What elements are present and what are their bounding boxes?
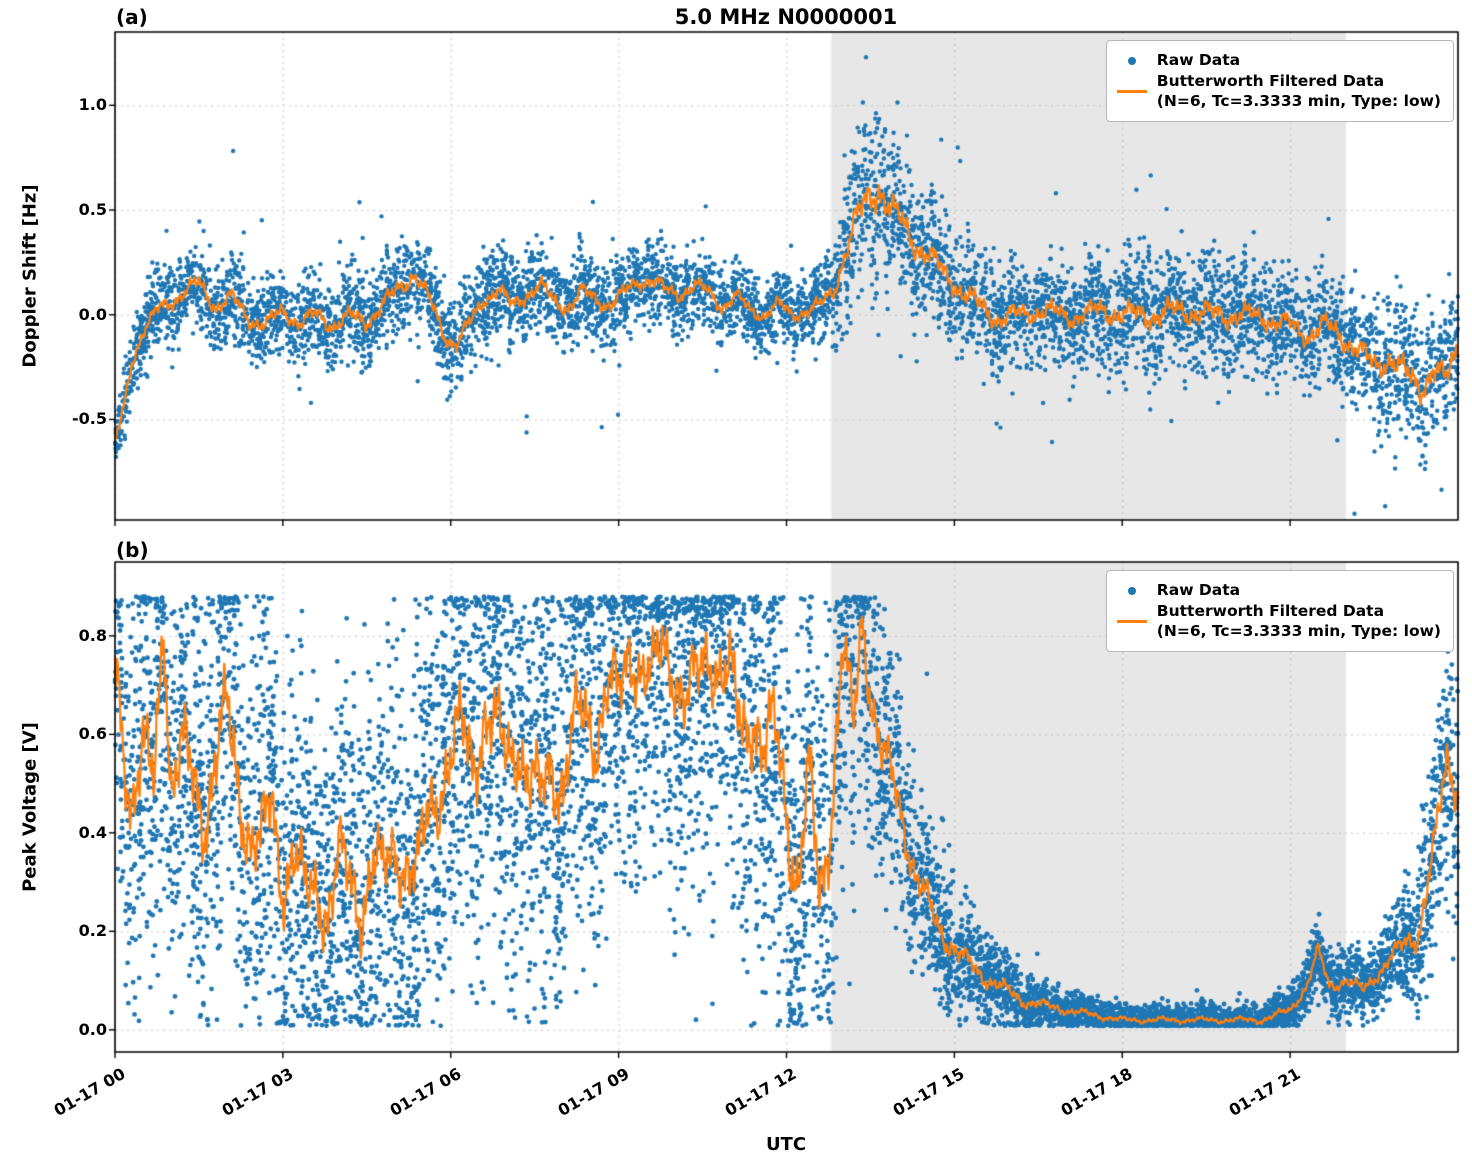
y-tick-label: -0.5 [72,409,107,429]
raw-data-marker-icon [1127,586,1136,595]
y-tick-label: 0.8 [78,625,107,645]
panel-b-label: (b) [116,538,149,562]
raw-data-marker-icon [1127,56,1136,65]
legend-entry-raw: Raw Data [1117,581,1441,600]
y-tick-label: 0.0 [78,304,107,324]
filtered-line-marker-icon [1116,90,1147,94]
legend-entry-filtered: Butterworth Filtered Data (N=6, Tc=3.333… [1116,72,1441,111]
legend-panel-b: Raw Data Butterworth Filtered Data (N=6,… [1105,570,1454,653]
legend-raw-label: Raw Data [1156,51,1241,69]
legend-raw-label: Raw Data [1156,581,1241,599]
legend-filtered-label: Butterworth Filtered Data (N=6, Tc=3.333… [1156,602,1441,640]
legend-entry-filtered: Butterworth Filtered Data (N=6, Tc=3.333… [1116,602,1441,641]
legend-filtered-label: Butterworth Filtered Data (N=6, Tc=3.333… [1156,72,1441,110]
legend-entry-raw: Raw Data [1117,51,1441,70]
y-tick-label: 0.2 [78,921,107,941]
y-tick-label: 0.0 [78,1019,107,1039]
filtered-line-marker-icon [1116,620,1147,624]
legend-panel-a: Raw Data Butterworth Filtered Data (N=6,… [1105,40,1454,123]
panel-a-label: (a) [116,5,148,29]
y-tick-label: 0.6 [78,724,107,744]
y-tick-label: 1.0 [78,95,107,115]
chart-title: 5.0 MHz N0000001 [674,5,898,29]
x-axis-label: UTC [765,1134,807,1155]
y-tick-label: 0.4 [78,822,107,842]
y-tick-label: 0.5 [78,200,107,220]
